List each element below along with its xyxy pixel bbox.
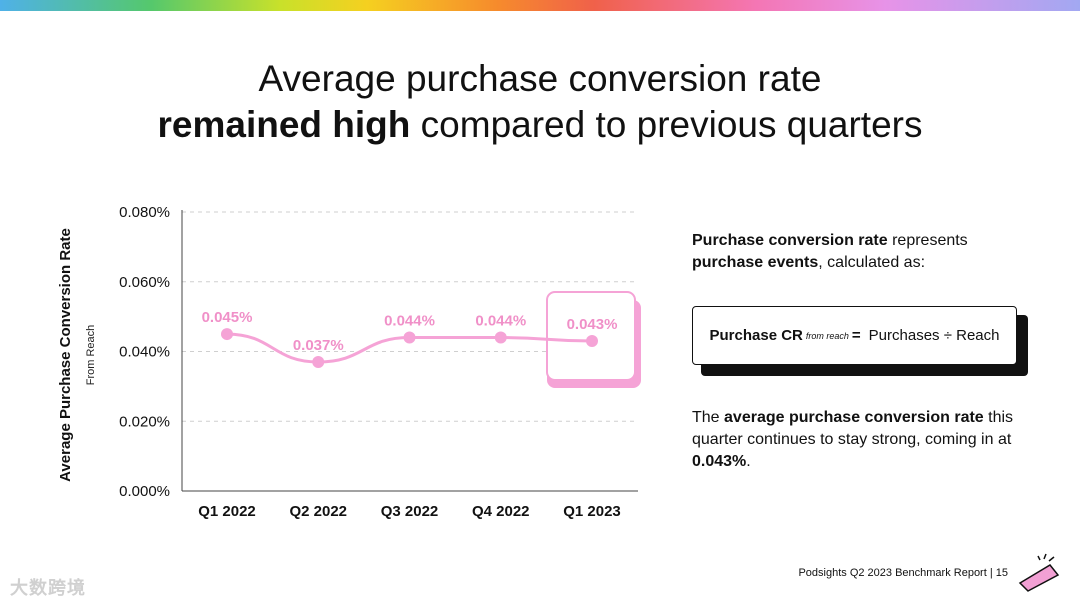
data-label: 0.043%	[567, 316, 618, 333]
x-tick-label: Q1 2022	[198, 503, 256, 520]
rainbow-header-bar	[0, 0, 1080, 11]
formula-expression: Purchases ÷ Reach	[868, 327, 1000, 344]
data-point	[494, 331, 507, 344]
title-rest: compared to previous quarters	[410, 104, 923, 145]
y-tick-label: 0.040%	[119, 344, 170, 361]
summary-t3: .	[746, 453, 751, 470]
title-line-2: remained high compared to previous quart…	[0, 102, 1080, 148]
y-tick-label: 0.000%	[119, 483, 170, 500]
explanation-bold-1: Purchase conversion rate	[692, 232, 888, 249]
data-point	[586, 335, 598, 348]
watermark: 大数跨境	[10, 578, 86, 598]
summary-b1: average purchase conversion rate	[724, 409, 984, 426]
x-tick-label: Q2 2022	[289, 503, 347, 520]
formula-subscript: from reach	[805, 330, 849, 341]
data-label: 0.044%	[475, 313, 526, 330]
summary-t2: this quarter continues to stay strong, c…	[692, 409, 1014, 448]
title-bold: remained high	[157, 104, 411, 145]
explanation-text: Purchase conversion rate represents purc…	[692, 230, 1032, 274]
summary-t1: The	[692, 409, 725, 426]
summary-b2: 0.043%	[692, 453, 747, 470]
y-tick-label: 0.060%	[119, 274, 170, 291]
data-point	[221, 328, 233, 341]
explanation-text-2: , calculated as:	[818, 254, 926, 271]
formula-term: Purchase CR	[709, 327, 803, 344]
title-line-1: Average purchase conversion rate	[258, 58, 822, 99]
explanation-bold-2: purchase events	[692, 254, 819, 271]
data-label: 0.044%	[384, 313, 435, 330]
explanation-text-1: represents	[887, 232, 968, 249]
y-tick-label: 0.020%	[119, 413, 170, 430]
footer-text: Podsights Q2 2023 Benchmark Report | 15	[798, 567, 1008, 579]
formula-equals: =	[851, 327, 861, 344]
slide-title: Average purchase conversion rate remaine…	[0, 56, 1080, 148]
formula-box: Purchase CR from reach = Purchases ÷ Rea…	[692, 306, 1017, 365]
summary-text: The average purchase conversion rate thi…	[692, 407, 1032, 473]
ticket-icon	[1018, 553, 1060, 592]
data-label: 0.037%	[293, 337, 344, 354]
x-tick-label: Q4 2022	[472, 503, 530, 520]
x-tick-label: Q3 2022	[381, 503, 439, 520]
x-tick-label: Q1 2023	[563, 503, 621, 520]
data-label: 0.045%	[202, 309, 253, 326]
conversion-rate-chart: 0.000% 0.020% 0.040% 0.060% 0.080% 0.045% Q1 2…	[119, 204, 641, 520]
data-point	[312, 355, 325, 368]
y-tick-label: 0.080%	[119, 204, 170, 221]
data-point	[403, 331, 416, 344]
